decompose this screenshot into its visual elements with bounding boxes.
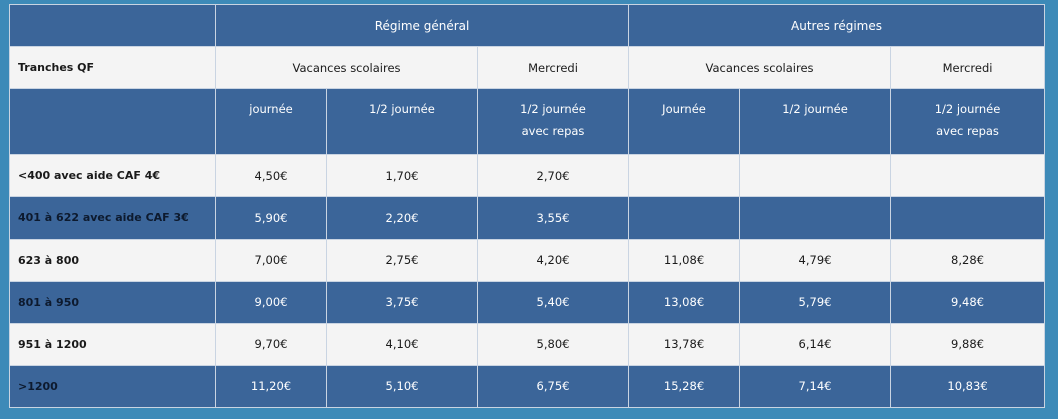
price-cell: 2,20€	[326, 196, 478, 240]
price-cell: 6,75€	[476, 364, 630, 409]
header-general-mercredi: Mercredi	[476, 46, 630, 90]
price-cell	[628, 154, 741, 198]
row-label: 623 à 800	[9, 238, 216, 282]
table-row: >1200 11,20€ 5,10€ 6,75€ 15,28€ 7,14€ 10…	[9, 364, 1046, 409]
header-general-demi-journee-repas: 1/2 journée avec repas	[476, 88, 630, 156]
table-row: 623 à 800 7,00€ 2,75€ 4,20€ 11,08€ 4,79€…	[9, 238, 1046, 282]
row-label: 951 à 1200	[9, 322, 216, 366]
tariff-table-container: Régime général Autres régimes Tranches Q…	[9, 3, 1046, 409]
header-autres-regimes: Autres régimes	[628, 3, 1046, 48]
price-cell: 4,10€	[326, 322, 478, 366]
price-cell: 13,78€	[628, 322, 741, 366]
price-cell: 5,40€	[476, 280, 630, 324]
header-other-vacances: Vacances scolaires	[628, 46, 892, 90]
header-regime-general: Régime général	[214, 3, 630, 48]
header-other-demi-journee: 1/2 journée	[739, 88, 892, 156]
price-cell: 2,75€	[326, 238, 478, 282]
header-general-demi-journee-repas-line2: avec repas	[521, 124, 585, 139]
price-cell: 1,70€	[326, 154, 478, 198]
row-label: 801 à 950	[9, 280, 216, 324]
price-cell: 8,28€	[890, 238, 1046, 282]
price-cell: 9,48€	[890, 280, 1046, 324]
header-corner-top	[9, 3, 216, 48]
price-cell: 5,10€	[326, 364, 478, 409]
header-tranches-qf: Tranches QF	[9, 46, 216, 90]
price-cell: 5,79€	[739, 280, 892, 324]
price-cell	[739, 196, 892, 240]
price-cell: 13,08€	[628, 280, 741, 324]
price-cell: 9,70€	[215, 322, 327, 366]
table-row: 401 à 622 avec aide CAF 3€ 5,90€ 2,20€ 3…	[9, 196, 1046, 240]
header-other-demi-journee-repas-line1: 1/2 journée	[934, 102, 1001, 117]
header-corner-bottom	[9, 88, 216, 156]
header-row-durations: journée 1/2 journée 1/2 journée avec rep…	[9, 88, 1046, 156]
price-cell	[890, 154, 1046, 198]
price-cell	[628, 196, 741, 240]
header-general-journee: journée	[215, 88, 327, 156]
header-other-mercredi: Mercredi	[890, 46, 1046, 90]
price-cell: 9,88€	[890, 322, 1046, 366]
price-cell: 4,20€	[476, 238, 630, 282]
price-cell: 7,00€	[215, 238, 327, 282]
price-cell: 11,20€	[215, 364, 327, 409]
price-cell: 15,28€	[628, 364, 741, 409]
row-label: <400 avec aide CAF 4€	[9, 154, 216, 198]
price-cell: 6,14€	[739, 322, 892, 366]
price-cell: 4,79€	[739, 238, 892, 282]
header-general-demi-journee: 1/2 journée	[326, 88, 478, 156]
price-cell: 5,80€	[476, 322, 630, 366]
table-row: 801 à 950 9,00€ 3,75€ 5,40€ 13,08€ 5,79€…	[9, 280, 1046, 324]
row-label: 401 à 622 avec aide CAF 3€	[9, 196, 216, 240]
price-cell: 3,55€	[476, 196, 630, 240]
price-cell: 5,90€	[215, 196, 327, 240]
table-row: 951 à 1200 9,70€ 4,10€ 5,80€ 13,78€ 6,14…	[9, 322, 1046, 366]
header-other-demi-journee-repas-line2: avec repas	[936, 124, 999, 139]
price-cell: 3,75€	[326, 280, 478, 324]
tariff-table: Régime général Autres régimes Tranches Q…	[9, 3, 1046, 409]
header-general-vacances: Vacances scolaires	[215, 46, 478, 90]
header-other-demi-journee-repas: 1/2 journée avec repas	[890, 88, 1046, 156]
header-row-regimes: Régime général Autres régimes	[9, 3, 1046, 48]
price-cell: 7,14€	[739, 364, 892, 409]
price-cell: 2,70€	[476, 154, 630, 198]
header-general-demi-journee-repas-line1: 1/2 journée	[520, 102, 586, 117]
header-other-journee: Journée	[628, 88, 741, 156]
row-label: >1200	[9, 364, 216, 409]
price-cell: 9,00€	[215, 280, 327, 324]
price-cell: 10,83€	[890, 364, 1046, 409]
header-row-periods: Tranches QF Vacances scolaires Mercredi …	[9, 46, 1046, 90]
price-cell	[739, 154, 892, 198]
price-cell: 4,50€	[215, 154, 327, 198]
price-cell	[890, 196, 1046, 240]
price-cell: 11,08€	[628, 238, 741, 282]
table-row: <400 avec aide CAF 4€ 4,50€ 1,70€ 2,70€	[9, 154, 1046, 198]
